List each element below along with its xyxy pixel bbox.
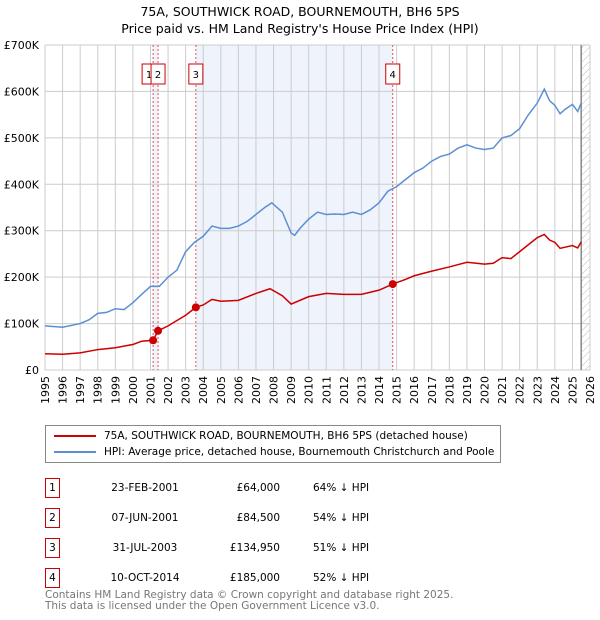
x-tick-label: 2017: [426, 376, 439, 404]
y-tick-label: £200K: [4, 271, 40, 284]
sale-period-shade: [153, 45, 159, 370]
footer-line-1: Contains HM Land Registry data © Crown c…: [45, 589, 454, 601]
legend-label: HPI: Average price, detached house, Bour…: [104, 446, 495, 458]
sale-row: 4 10-OCT-2014 £185,000 52% ↓ HPI: [45, 568, 465, 588]
series-line: [44, 87, 582, 329]
x-tick-label: 2015: [391, 376, 404, 404]
sale-date: 07-JUN-2001: [111, 512, 179, 524]
sale-row: 1 23-FEB-2001 £64,000 64% ↓ HPI: [45, 478, 465, 498]
chart-title: 75A, SOUTHWICK ROAD, BOURNEMOUTH, BH6 5P…: [0, 3, 600, 37]
x-tick-label: 2004: [197, 376, 210, 404]
x-tick-label: 2022: [514, 376, 527, 404]
x-tick-label: 1998: [92, 376, 105, 404]
sale-date: 23-FEB-2001: [111, 482, 179, 494]
footer-line-2: This data is licensed under the Open Gov…: [45, 600, 380, 612]
sale-label-number: 4: [390, 70, 396, 81]
x-tick-label: 2008: [268, 376, 281, 404]
sale-price: £134,950: [229, 542, 280, 554]
x-tick-label: 2010: [303, 376, 316, 404]
x-tick-label: 2001: [144, 376, 157, 404]
x-tick-label: 1999: [109, 376, 122, 404]
sale-number-badge: 2: [45, 508, 60, 528]
x-tick-label: 2026: [584, 376, 597, 404]
x-tick-label: 1997: [74, 376, 87, 404]
x-tick-label: 2014: [373, 376, 386, 404]
footer: Contains HM Land Registry data © Crown c…: [45, 590, 453, 612]
x-tick-label: 2002: [162, 376, 175, 404]
x-tick-label: 2016: [408, 376, 421, 404]
legend-label: 75A, SOUTHWICK ROAD, BOURNEMOUTH, BH6 5P…: [104, 430, 468, 442]
sale-label-number: 1: [146, 70, 152, 81]
y-tick-label: £600K: [4, 85, 40, 98]
x-tick-label: 2003: [180, 376, 193, 404]
x-tick-label: 2005: [215, 376, 228, 404]
title-line-1: 75A, SOUTHWICK ROAD, BOURNEMOUTH, BH6 5P…: [140, 4, 460, 19]
sale-price: £64,000: [236, 482, 280, 494]
sale-label-box: [150, 63, 166, 85]
sale-point: [191, 303, 200, 312]
sale-point: [149, 336, 158, 345]
x-tick-label: 2019: [461, 376, 474, 404]
blue-line-swatch: [54, 451, 96, 453]
sale-hpi-diff: 64% ↓ HPI: [313, 482, 370, 494]
x-tick-label: 2021: [496, 376, 509, 404]
sale-price: £185,000: [229, 572, 280, 584]
legend-item-property: 75A, SOUTHWICK ROAD, BOURNEMOUTH, BH6 5P…: [54, 428, 468, 444]
y-tick-label: £100K: [4, 318, 40, 331]
forecast-hatch: [581, 45, 590, 370]
y-tick-label: £700K: [4, 39, 40, 52]
y-tick-label: £500K: [4, 132, 40, 145]
y-tick-label: £0: [25, 364, 39, 377]
sale-period-shade: [195, 45, 393, 370]
legend-item-hpi: HPI: Average price, detached house, Bour…: [54, 444, 494, 460]
sale-hpi-diff: 54% ↓ HPI: [313, 512, 370, 524]
sale-row: 2 07-JUN-2001 £84,500 54% ↓ HPI: [45, 508, 465, 528]
sale-number-badge: 4: [45, 568, 60, 588]
x-tick-label: 2011: [320, 376, 333, 404]
x-tick-label: 2000: [127, 376, 140, 404]
sale-label-number: 3: [193, 70, 199, 81]
x-tick-label: 2023: [531, 376, 544, 404]
y-tick-label: £300K: [4, 225, 40, 238]
x-tick-label: 2012: [338, 376, 351, 404]
legend: 75A, SOUTHWICK ROAD, BOURNEMOUTH, BH6 5P…: [45, 425, 501, 463]
sale-date: 10-OCT-2014: [110, 572, 180, 584]
sale-label-box: [385, 63, 401, 85]
y-tick-label: £400K: [4, 178, 40, 191]
x-tick-label: 2009: [285, 376, 298, 404]
red-line-swatch: [54, 435, 96, 437]
sale-row: 3 31-JUL-2003 £134,950 51% ↓ HPI: [45, 538, 465, 558]
sale-hpi-diff: 51% ↓ HPI: [313, 542, 370, 554]
sale-hpi-diff: 52% ↓ HPI: [313, 572, 370, 584]
sale-point: [388, 280, 397, 289]
x-tick-label: 1995: [39, 376, 52, 404]
sale-label-box: [188, 63, 204, 85]
x-tick-label: 2018: [443, 376, 456, 404]
x-tick-label: 2007: [250, 376, 263, 404]
title-line-2: Price paid vs. HM Land Registry's House …: [121, 21, 479, 36]
sale-number-badge: 3: [45, 538, 60, 558]
sale-number-badge: 1: [45, 478, 60, 498]
sale-point: [154, 326, 163, 335]
sale-label-number: 2: [155, 70, 161, 81]
x-tick-label: 2020: [479, 376, 492, 404]
x-tick-label: 2025: [566, 376, 579, 404]
price-chart: 1995 1996 1997 1998 1999 2000 2001 2002 2003 2004…: [4, 39, 597, 404]
x-tick-label: 2024: [549, 376, 562, 404]
sale-price: £84,500: [236, 512, 280, 524]
x-tick-label: 2006: [232, 376, 245, 404]
x-tick-label: 1996: [57, 376, 70, 404]
sale-date: 31-JUL-2003: [112, 542, 178, 554]
x-tick-label: 2013: [355, 376, 368, 404]
